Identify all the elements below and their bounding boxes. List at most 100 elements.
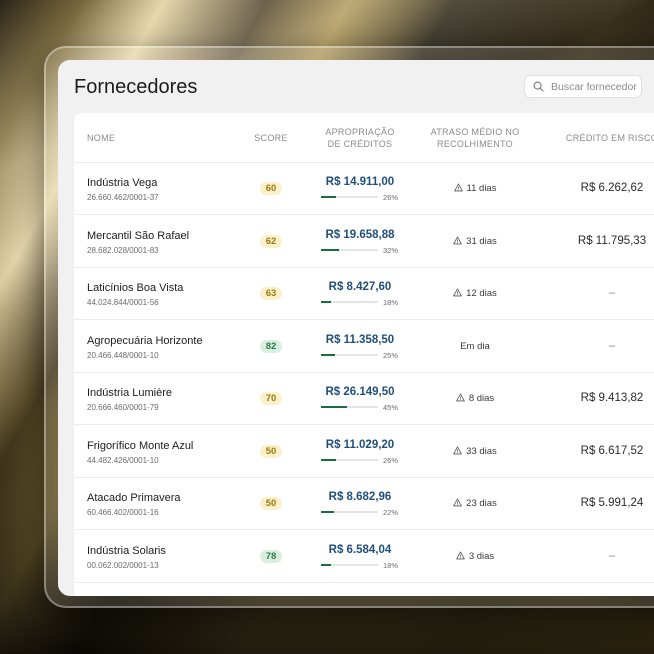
- warning-icon: [456, 393, 465, 402]
- supplier-name[interactable]: Indústria Solaris: [87, 544, 166, 557]
- progress-percent: 22%: [382, 508, 398, 517]
- credit-at-risk: R$ 9.413,82: [580, 392, 644, 404]
- credit-at-risk: R$ 6.262,62: [580, 182, 644, 194]
- header-atraso-line1: ATRASO MÉDIO NO: [430, 127, 520, 137]
- table-row[interactable]: Frigorífico Monte Azul 44.482.426/0001-10…: [74, 426, 654, 478]
- supplier-cnpj: 28.682.028/0001-83: [87, 245, 159, 255]
- supplier-cnpj: 26.660.462/0001-37: [87, 193, 159, 202]
- progress-bar: [321, 353, 378, 356]
- delay-value: 11 dias: [466, 183, 497, 194]
- score-badge: 70: [260, 392, 282, 405]
- progress-bar-fill: [321, 301, 332, 303]
- warning-icon: [453, 288, 462, 297]
- delay-value: 33 dias: [466, 445, 497, 457]
- search-input[interactable]: Buscar fornecedor: [524, 75, 642, 98]
- supplier-name[interactable]: Indústria Lumière: [87, 387, 172, 399]
- credit-appropriation-amount: R$ 11.029,20: [325, 438, 395, 451]
- progress-percent: 18%: [382, 298, 398, 307]
- delay-value: 31 dias: [466, 235, 497, 247]
- credit-appropriation-amount: R$ 6.584,04: [328, 543, 392, 556]
- progress-percent: 18%: [382, 560, 398, 570]
- credit-at-risk: R$ 5.991,24: [580, 497, 644, 509]
- table-row[interactable]: Indústria Lumière 20.666.460/0001-79 70 R$ …: [74, 373, 654, 425]
- credit-appropriation-amount: R$ 8.427,60: [328, 281, 392, 293]
- delay-value: 12 dias: [466, 288, 497, 299]
- table-row[interactable]: Laticínios Boa Vista 44.024.844/0001-56 63…: [74, 268, 654, 320]
- delay-cell: 33 dias: [420, 446, 530, 457]
- supplier-name[interactable]: Frigorífico Monte Azul: [87, 439, 194, 452]
- progress-bar-fill: [321, 248, 340, 251]
- supplier-cnpj: 20.666.460/0001-79: [87, 403, 159, 412]
- progress-bar-fill: [321, 406, 347, 408]
- supplier-name[interactable]: Indústria Vega: [87, 177, 158, 189]
- progress-percent: 45%: [382, 403, 398, 412]
- progress-bar-fill: [321, 353, 336, 356]
- progress-percent: 25%: [382, 350, 398, 360]
- warning-icon: [453, 235, 462, 244]
- progress-bar: [321, 563, 378, 566]
- progress-bar: [321, 458, 378, 461]
- header-credito[interactable]: CRÉDITO EM RISCO: [565, 133, 654, 143]
- score-badge: 63: [260, 287, 282, 300]
- warning-icon: [456, 550, 465, 559]
- credit-appropriation-amount: R$ 14.911,00: [325, 176, 395, 188]
- progress-bar-fill: [321, 511, 334, 513]
- supplier-cnpj: 60.466.402/0001-16: [87, 508, 159, 517]
- supplier-name[interactable]: Atacado Primavera: [87, 492, 181, 504]
- header-score[interactable]: SCORE: [254, 133, 288, 143]
- delay-cell: 12 dias: [420, 288, 530, 299]
- supplier-name[interactable]: Agropecuária Horizonte: [87, 334, 203, 347]
- delay-cell: 11 dias: [420, 183, 530, 194]
- page-title: Fornecedores: [74, 76, 198, 98]
- score-badge: 62: [260, 234, 282, 248]
- table-row[interactable]: Atacado Primavera 60.466.402/0001-16 50 R$ …: [74, 478, 654, 530]
- supplier-cnpj: 44.024.844/0001-56: [87, 298, 159, 307]
- supplier-cnpj: 20.466.448/0001-10: [87, 350, 159, 360]
- app-screen: Fornecedores Buscar fornecedor NOME SCOR…: [58, 60, 654, 596]
- search-placeholder: Buscar fornecedor: [551, 80, 637, 93]
- warning-icon: [453, 445, 462, 454]
- table-row[interactable]: Indústria Vega 26.660.462/0001-37 60 R$ 14.…: [74, 163, 654, 215]
- delay-value: 3 dias: [468, 550, 495, 562]
- supplier-cnpj: 00.062.002/0001-13: [87, 560, 159, 570]
- table-header: NOME SCORE APROPRIAÇÃO DE CRÉDITOS ATRAS…: [74, 113, 654, 163]
- score-badge: 78: [260, 549, 282, 563]
- progress-bar: [321, 406, 378, 408]
- delay-value: 23 dias: [466, 498, 497, 509]
- score-badge: 82: [260, 339, 282, 353]
- credit-appropriation-amount: R$ 11.358,50: [325, 333, 395, 346]
- credit-at-risk: –: [608, 549, 616, 562]
- supplier-name[interactable]: Laticínios Boa Vista: [87, 282, 184, 294]
- warning-icon: [453, 183, 463, 192]
- delay-cell: 8 dias: [420, 393, 530, 404]
- delay-cell: 31 dias: [420, 236, 530, 247]
- table-row[interactable]: Agropecuária Horizonte 20.466.448/0001-10…: [74, 321, 654, 373]
- supplier-cnpj: 44.482.426/0001-10: [87, 455, 159, 465]
- score-badge: 60: [260, 182, 282, 195]
- supplier-name[interactable]: Mercantil São Rafael: [87, 229, 190, 242]
- header-nome[interactable]: NOME: [87, 133, 116, 143]
- credit-at-risk: –: [608, 339, 616, 352]
- search-icon: [533, 81, 544, 92]
- progress-bar-fill: [321, 196, 336, 198]
- table-row[interactable]: Indústria Solaris 00.062.002/0001-13 78 R$ …: [74, 531, 654, 583]
- progress-bar-fill: [321, 458, 336, 461]
- credit-appropriation-amount: R$ 26.149,50: [325, 386, 395, 398]
- warning-icon: [453, 498, 462, 507]
- delay-cell: 23 dias: [420, 498, 530, 509]
- delay-cell: Em dia: [420, 341, 530, 352]
- header-apropriacao-line1: APROPRIAÇÃO: [325, 127, 395, 137]
- credit-at-risk: –: [608, 287, 616, 299]
- table-row[interactable]: Mercantil São Rafael 28.682.028/0001-83 62…: [74, 216, 654, 268]
- progress-bar: [321, 248, 378, 251]
- progress-bar: [321, 301, 378, 303]
- progress-percent: 32%: [382, 245, 398, 255]
- header-apropriacao-line2: DE CRÉDITOS: [327, 139, 393, 149]
- score-badge: 50: [260, 444, 282, 458]
- header-atraso[interactable]: ATRASO MÉDIO NO RECOLHIMENTO: [420, 126, 530, 150]
- progress-percent: 26%: [382, 193, 398, 202]
- delay-cell: 3 dias: [420, 551, 530, 562]
- delay-value: 8 dias: [468, 393, 495, 404]
- credit-appropriation-amount: R$ 8.682,96: [328, 491, 392, 503]
- header-apropriacao[interactable]: APROPRIAÇÃO DE CRÉDITOS: [310, 126, 410, 150]
